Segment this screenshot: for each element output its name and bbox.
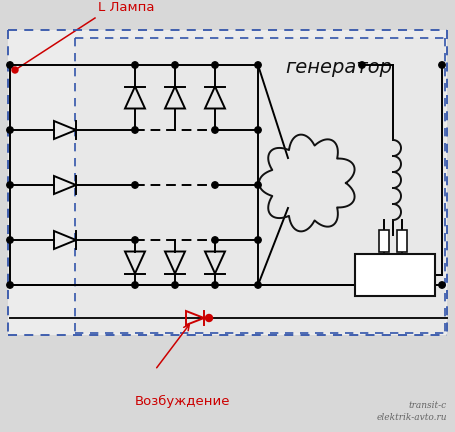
Circle shape [439,282,445,288]
Circle shape [132,127,138,133]
Circle shape [255,282,261,288]
Text: transit-c: transit-c [409,401,447,410]
Circle shape [132,282,138,288]
Bar [8,30,447,335]
Circle shape [7,127,13,133]
Text: Возбуждение: Возбуждение [135,395,231,408]
Circle shape [132,182,138,188]
Circle shape [255,182,261,188]
Circle shape [212,237,218,243]
Circle shape [132,62,138,68]
Text: напряжения: напряжения [359,274,432,284]
Text: регулятор: регулятор [365,262,425,272]
Circle shape [212,282,218,288]
Text: генератор: генератор [285,58,392,77]
Bar [75,38,445,333]
Circle shape [7,62,13,68]
Text: elektrik-avto.ru: elektrik-avto.ru [376,413,447,422]
Circle shape [172,282,178,288]
Circle shape [255,62,261,68]
Circle shape [172,62,178,68]
Circle shape [212,127,218,133]
Bar [379,230,389,252]
Circle shape [255,237,261,243]
Bar [355,254,435,296]
Circle shape [7,237,13,243]
Text: L Лампа: L Лампа [98,1,155,14]
Circle shape [206,314,212,321]
Circle shape [132,237,138,243]
Circle shape [7,282,13,288]
Circle shape [212,182,218,188]
Circle shape [12,67,18,73]
Bar [397,230,407,252]
Circle shape [7,182,13,188]
Circle shape [212,62,218,68]
Circle shape [359,62,365,68]
Circle shape [255,127,261,133]
Circle shape [439,62,445,68]
